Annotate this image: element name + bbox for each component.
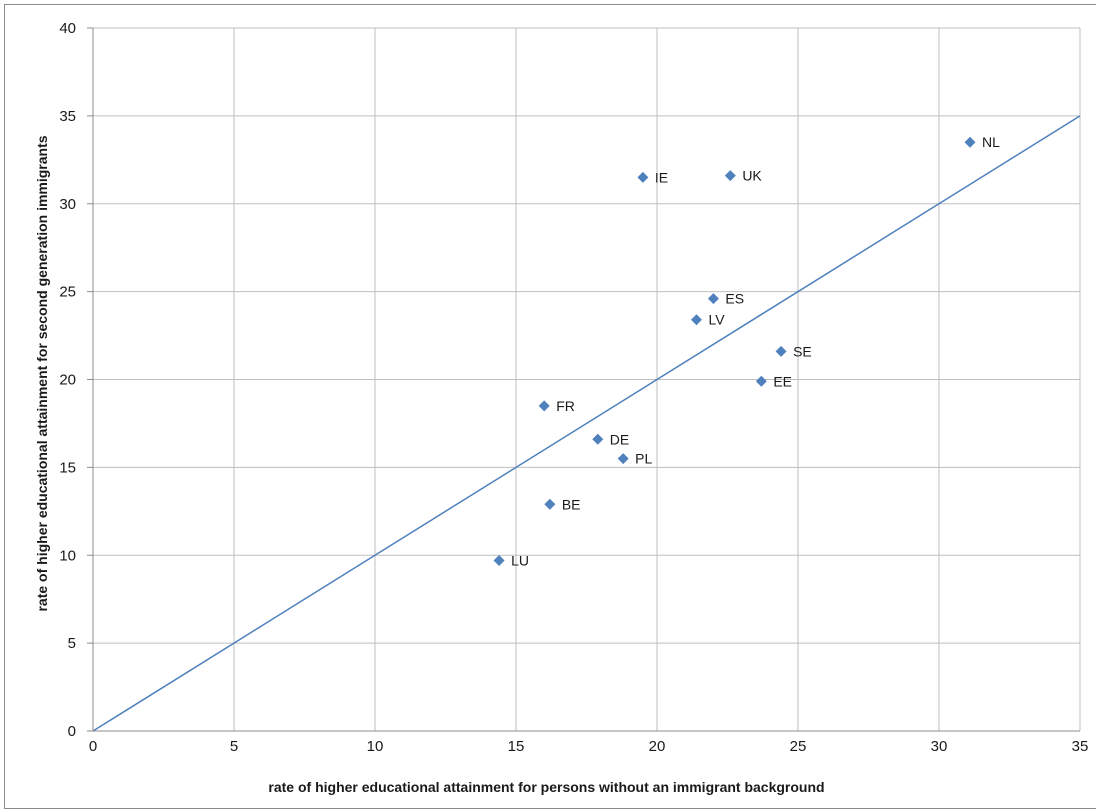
reference-line (92, 115, 1081, 732)
y-tick-label: 40 (59, 20, 76, 37)
data-point-lv (690, 314, 702, 326)
y-tick-label: 0 (68, 723, 76, 740)
data-point-lu (493, 555, 505, 567)
y-tick-label: 30 (59, 196, 76, 213)
y-tick-label: 5 (68, 635, 76, 652)
data-point-ie (637, 171, 649, 183)
x-tick-label: 30 (931, 738, 948, 755)
data-point-es (707, 293, 719, 305)
data-label-se: SE (793, 343, 812, 359)
y-tick-label: 35 (59, 108, 76, 125)
y-tick-label: 15 (59, 459, 76, 476)
data-point-pl (617, 453, 629, 465)
x-tick-label: 10 (367, 738, 384, 755)
x-tick-label: 5 (230, 738, 238, 755)
data-label-nl: NL (982, 134, 1000, 150)
data-label-ee: EE (773, 373, 792, 389)
grid-layer (92, 27, 1081, 732)
reference-line-layer (92, 115, 1081, 732)
y-tick-label: 10 (59, 547, 76, 564)
data-point-se (775, 345, 787, 357)
x-tick-label: 35 (1072, 738, 1089, 755)
data-point-be (544, 498, 556, 510)
data-label-es: ES (725, 291, 744, 307)
x-tick-label: 0 (89, 738, 97, 755)
data-point-ee (755, 375, 767, 387)
data-label-fr: FR (556, 398, 575, 414)
chart-frame (4, 4, 1096, 809)
data-label-be: BE (562, 496, 581, 512)
y-axis-title: rate of higher educational attainment fo… (34, 135, 50, 611)
y-tick-label: 25 (59, 284, 76, 301)
x-tick-label: 25 (790, 738, 807, 755)
y-tick-label: 20 (59, 372, 76, 389)
data-point-fr (538, 400, 550, 412)
data-label-ie: IE (655, 169, 668, 185)
x-tick-label: 20 (649, 738, 666, 755)
data-point-de (592, 433, 604, 445)
data-point-uk (724, 170, 736, 182)
x-tick-label: 15 (508, 738, 525, 755)
data-label-lu: LU (511, 553, 529, 569)
data-label-uk: UK (742, 168, 762, 184)
data-label-lv: LV (708, 312, 725, 328)
data-label-pl: PL (635, 451, 652, 467)
axis-layer: 0 5 10 15 20 25 30 35 0 5 10 15 20 25 30 35 40 (59, 20, 1088, 755)
x-axis-title: rate of higher educational attainment fo… (268, 779, 824, 795)
data-point-nl (964, 136, 976, 148)
data-label-de: DE (610, 431, 629, 447)
